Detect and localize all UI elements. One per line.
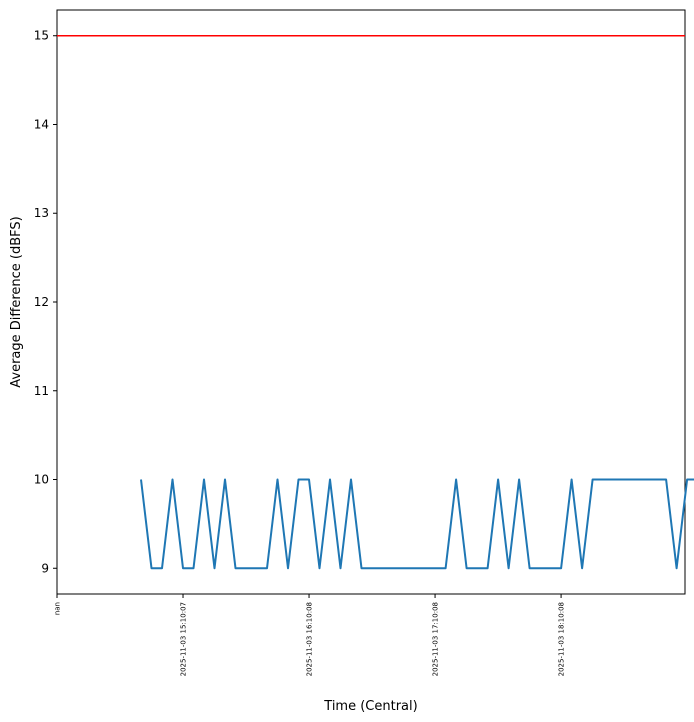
x-tick-label: 2025-11-03 18:10:08 <box>558 602 566 676</box>
series-line <box>140 478 694 570</box>
y-tick-label: 11 <box>34 384 49 398</box>
x-tick-label: 2025-11-03 15:10:07 <box>180 602 188 676</box>
y-tick-label: 13 <box>34 206 49 220</box>
y-tick-label: 10 <box>34 473 49 487</box>
x-tick-label: 2025-11-03 17:10:08 <box>432 602 440 676</box>
x-axis-label: Time (Central) <box>323 699 417 714</box>
y-tick-label: 12 <box>34 295 49 309</box>
y-axis-label: Average Difference (dBFS) <box>9 216 24 387</box>
y-tick-label: 9 <box>41 561 49 575</box>
x-tick-label: nan <box>54 602 62 615</box>
x-tick-label: 2025-11-03 16:10:08 <box>306 602 314 676</box>
plot-area <box>56 9 686 595</box>
y-tick-label: 15 <box>34 29 49 43</box>
y-tick-label: 14 <box>34 117 49 131</box>
